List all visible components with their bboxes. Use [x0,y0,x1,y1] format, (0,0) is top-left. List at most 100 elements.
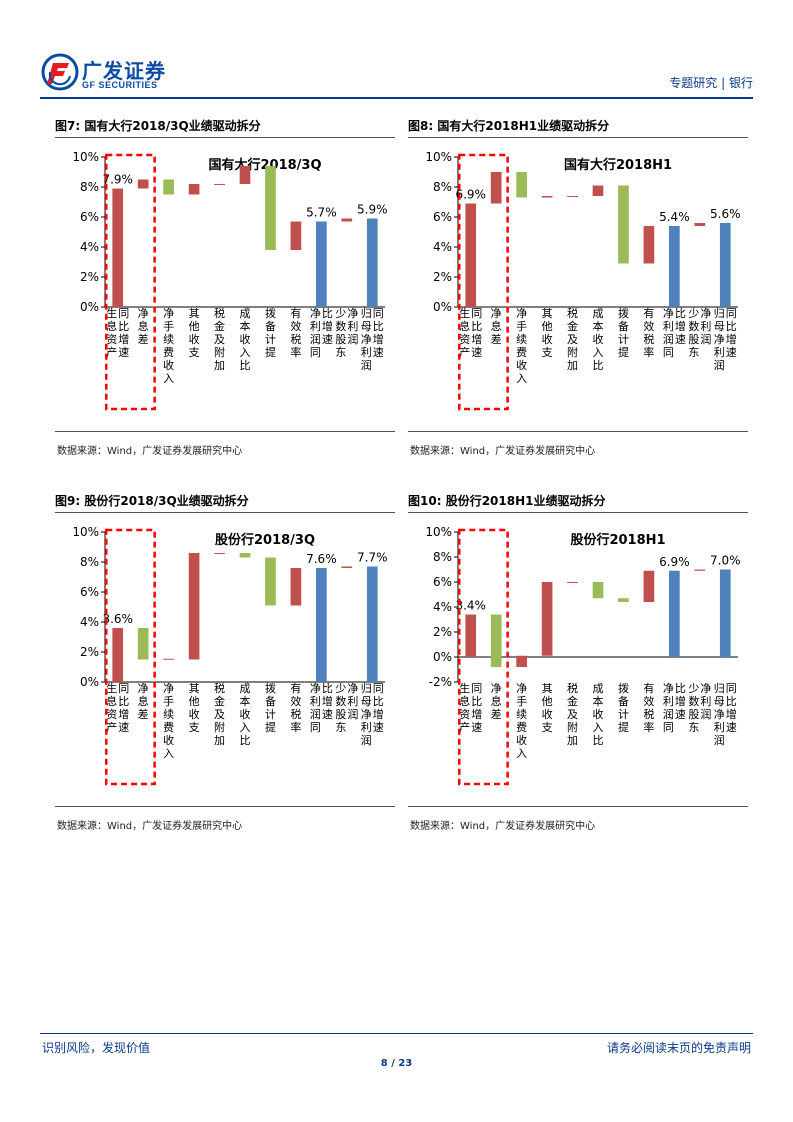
category-label: 有效税率 [643,306,654,359]
category-label: 净利润同 [663,681,674,734]
footer-slogan: 识别风险，发现价值 [42,1041,151,1055]
category-label: 同比增速 [726,307,737,359]
bar [163,658,174,660]
category-label: 归母净利润 [361,681,372,747]
source-rule [408,431,748,432]
footer-disclaimer-link[interactable]: 请务必阅读末页的免责声明 [606,1041,751,1055]
data-label: 7.7% [357,551,388,565]
category-label: 其他收支 [189,682,200,734]
category-label: 净利润 [700,306,711,346]
category-label: 同比增速 [118,682,129,734]
figure-panel-8: 图8: 国有大行2018H1业绩驱动拆分 0% 2% 4% 6% 8% 10% 国有大行20… [408,117,753,462]
bar [112,188,124,307]
highlight-box [105,528,156,786]
chart-title: 股份行2018/3Q [215,532,315,548]
bar [188,553,200,660]
header-rule [40,97,753,99]
figure-caption-text: 股份行2018/3Q业绩驱动拆分 [84,494,249,508]
category-label: 成本收入比 [240,307,251,372]
data-label: 3.6% [102,612,132,626]
bar [112,628,124,682]
category-label: 其他收支 [542,682,553,734]
category-label: 同比增速 [118,307,129,359]
bar [366,218,378,307]
y-tick-label: 2% [80,645,99,659]
y-tick-label: 2% [80,270,99,284]
bar [592,582,604,599]
figure-caption: 图7: 国有大行2018/3Q业绩驱动拆分 [55,117,261,134]
bar [265,557,276,606]
bar [239,166,251,184]
category-label: 少数股东 [335,307,346,359]
category-label: 税金及附加 [567,306,578,372]
bar [188,184,200,195]
category-label: 比增速 [675,307,686,346]
chart-title: 股份行2018H1 [570,532,665,548]
y-tick-label: 6% [80,210,99,224]
y-tick-label: 6% [80,585,99,599]
header-divider: | [717,76,729,90]
logo-text-cn: 广发证券 [82,59,166,83]
category-label: 比增速 [322,682,333,721]
figure-panel-9: 图9: 股份行2018/3Q业绩驱动拆分 0% 2% 4% 6% 8% 10% 股份行201… [55,492,400,837]
data-source: 数据来源：Wind，广发证券发展研究中心 [57,821,243,832]
logo-text-en: GF SECURITIES [82,80,158,90]
source-rule [55,806,395,807]
category-label: 拨备计提 [618,681,629,734]
y-tick-label: -2% [429,675,452,689]
figure-caption: 图10: 股份行2018H1业绩驱动拆分 [408,492,605,509]
category-label: 净利润 [347,681,358,721]
bar [137,179,149,189]
figure-caption-text: 国有大行2018H1业绩驱动拆分 [437,119,610,133]
page-header: 广发证券 GF SECURITIES 专题研究 | 银行 [40,52,753,94]
data-label: 5.9% [357,203,388,217]
data-label: 5.6% [710,207,741,221]
source-rule [55,431,395,432]
y-tick-label: 8% [80,555,99,569]
data-label: 5.4% [659,210,690,224]
category-label: 净息差 [491,306,502,346]
highlight-box [458,153,509,411]
category-label: 净手续费收入 [163,681,174,760]
figure-label: 图7: [55,119,81,133]
data-label: 3.4% [455,599,486,613]
data-label: 7.0% [710,554,741,568]
bar [316,221,327,307]
bar [516,655,527,667]
category-label: 拨备计提 [618,306,629,359]
page-number: 8 / 23 [380,1058,413,1069]
category-label: 净息差 [138,681,149,721]
bar [239,553,251,558]
bar [465,203,477,307]
data-source: 数据来源：Wind，广发证券发展研究中心 [410,446,596,457]
y-tick-label: 2% [433,270,452,284]
highlight-box [458,528,509,786]
y-tick-label: 10% [425,525,452,539]
chart-title: 国有大行2018H1 [564,157,672,173]
bar [490,614,502,667]
bar [137,628,149,660]
category-label: 生息资产 [459,681,470,734]
data-source: 数据来源：Wind，广发证券发展研究中心 [57,446,243,457]
data-label: 6.9% [455,188,486,202]
waterfall-chart: 0%2%4%6%8%10%股份行2018/3Q3.6%7.6% 7.7%生息资产同… [72,525,388,786]
bar [490,172,502,204]
category-label: 净利润 [347,306,358,346]
figure-caption: 图9: 股份行2018/3Q业绩驱动拆分 [55,492,249,509]
category-label: 净利润 [700,681,711,721]
category-label: 有效税率 [290,306,301,359]
y-tick-label: 0% [433,300,452,314]
category-label: 其他收支 [189,307,200,359]
y-tick-label: 10% [72,150,99,164]
category-label: 成本收入比 [593,682,604,747]
category-label: 拨备计提 [265,306,276,359]
caption-rule [55,137,395,138]
bar [465,614,477,657]
waterfall-chart: -2% 0% 2% 4% 6% 8% 10% 股份行2018H1 3.4% 6.9% 7.0% 生息资… [425,525,741,786]
y-tick-label: 0% [80,300,99,314]
bar [643,570,655,602]
figure-caption-text: 国有大行2018/3Q业绩驱动拆分 [84,119,261,133]
bar [618,185,629,264]
figure-label: 图9: [55,494,81,508]
bar [265,166,276,250]
